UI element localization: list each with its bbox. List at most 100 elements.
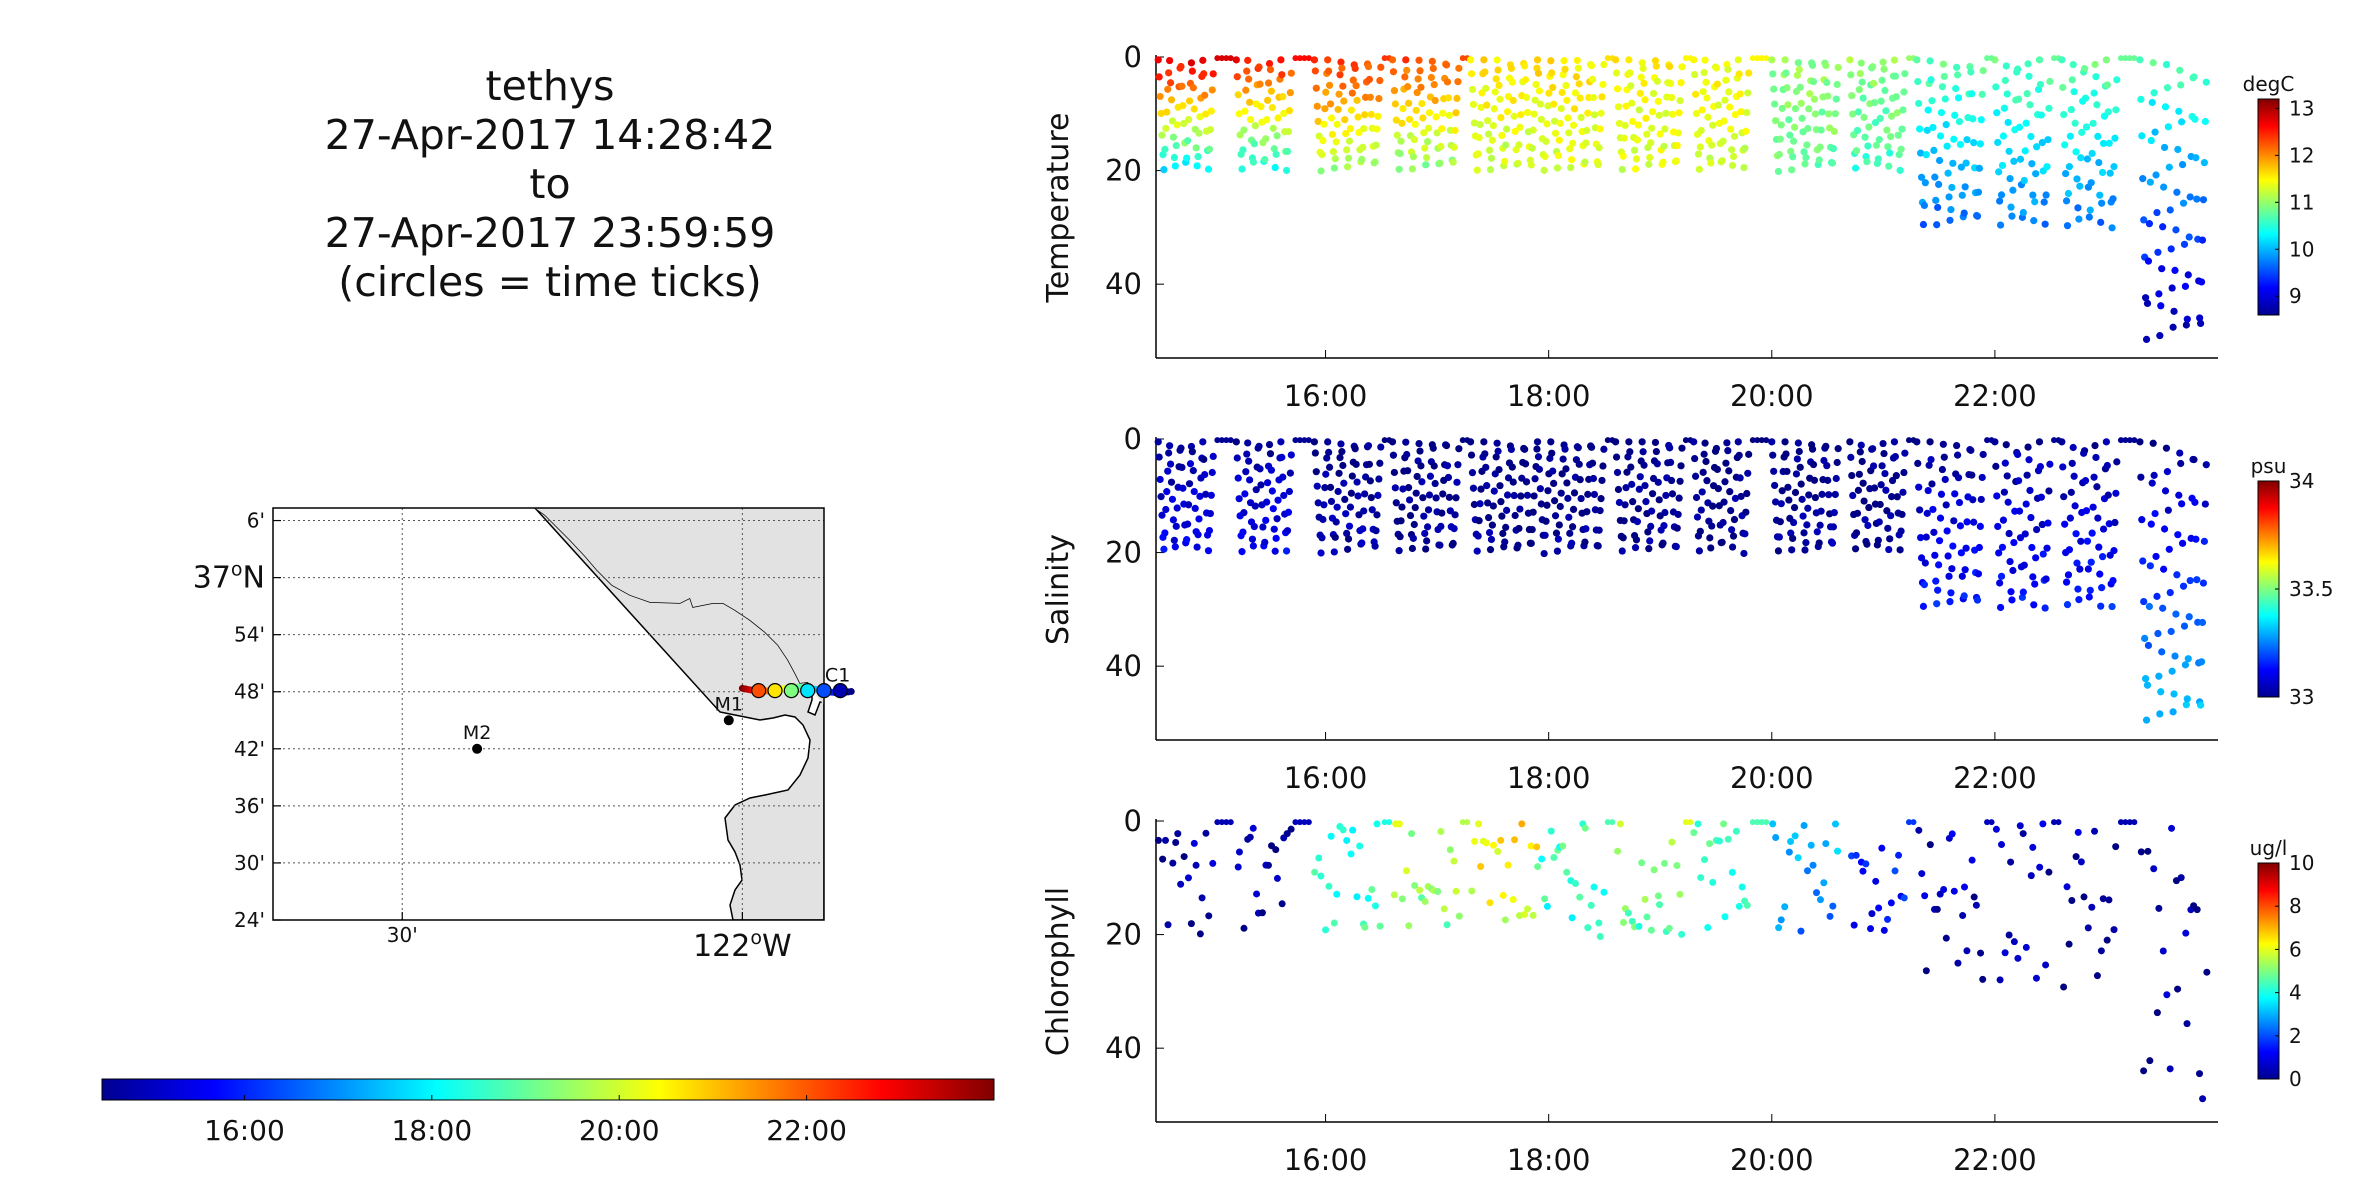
data-point [1552, 529, 1561, 537]
data-point [1781, 56, 1789, 64]
data-point [1409, 153, 1417, 161]
data-point [1535, 465, 1544, 473]
data-point [1917, 173, 1926, 181]
data-point [2043, 544, 2051, 552]
data-point [2071, 119, 2079, 127]
data-point [1406, 511, 1415, 520]
data-point [1330, 548, 1338, 556]
data-point [1811, 110, 1819, 118]
data-point [2167, 245, 2175, 253]
data-point [2041, 604, 2049, 612]
data-point [1543, 501, 1551, 509]
data-point [1488, 521, 1496, 529]
data-point [1616, 820, 1624, 828]
data-point [1214, 437, 1221, 444]
data-point [1511, 511, 1519, 520]
data-point [1928, 97, 1936, 105]
data-point [1395, 820, 1403, 828]
data-point [1775, 924, 1783, 932]
data-point [2126, 55, 2133, 62]
data-point [1590, 883, 1598, 891]
data-point [2040, 198, 2048, 206]
data-point [1241, 490, 1249, 498]
data-point [1948, 830, 1956, 838]
data-point [1495, 81, 1503, 89]
data-point [1618, 547, 1626, 555]
data-point [1177, 444, 1185, 452]
data-point [1511, 127, 1519, 136]
data-point [2093, 101, 2101, 109]
data-point [1266, 450, 1275, 458]
data-point [1803, 521, 1811, 529]
data-point [1978, 90, 1986, 98]
data-point [1485, 146, 1494, 154]
data-point [1244, 56, 1252, 64]
data-point [2182, 929, 2190, 937]
data-point [1638, 859, 1646, 867]
data-point [1855, 86, 1863, 94]
data-point [1967, 446, 1975, 454]
data-point [1412, 489, 1420, 497]
data-point [1420, 129, 1428, 137]
data-point [1172, 142, 1180, 150]
data-point [1242, 468, 1250, 476]
data-point [1271, 547, 1279, 555]
data-point [1921, 892, 1929, 900]
data-point [1504, 861, 1512, 869]
data-point [1265, 440, 1274, 449]
data-point [1186, 460, 1195, 468]
data-point [1869, 462, 1878, 470]
data-point [1789, 153, 1797, 161]
data-point [1196, 930, 1204, 938]
data-point [1437, 522, 1445, 530]
data-point [1648, 490, 1657, 498]
data-point [1673, 141, 1681, 150]
data-point [1158, 511, 1166, 519]
data-point [1950, 135, 1958, 143]
data-point [2066, 514, 2074, 522]
data-point [2174, 531, 2182, 539]
data-point [1321, 484, 1329, 492]
data-point [1996, 603, 2005, 612]
data-point [1808, 445, 1817, 453]
data-point [1568, 539, 1576, 547]
data-point [1744, 89, 1752, 97]
data-point [1489, 121, 1497, 130]
data-point [1550, 117, 1559, 125]
data-point [1667, 458, 1675, 466]
value-colorbar [2257, 98, 2280, 316]
data-point [2099, 895, 2107, 903]
data-point [1296, 55, 1303, 62]
data-point [1251, 502, 1259, 510]
data-point [2032, 170, 2040, 178]
data-point [1718, 538, 1726, 546]
data-point [1243, 67, 1251, 75]
data-point [1218, 437, 1225, 444]
data-point [1501, 916, 1509, 924]
data-point [1916, 125, 1924, 133]
data-point [2089, 503, 2097, 511]
data-point [1450, 525, 1458, 533]
data-point [1155, 453, 1163, 461]
y-tick-label: 20 [1105, 918, 1142, 952]
data-point [1633, 136, 1642, 144]
data-point [1335, 90, 1343, 98]
data-point [1798, 495, 1806, 503]
map-lat-label: 37oN [193, 559, 265, 596]
data-point [1565, 513, 1573, 521]
data-point [1729, 152, 1738, 161]
data-point [1719, 137, 1727, 145]
data-point [1344, 535, 1353, 543]
data-point [1205, 527, 1214, 535]
data-point [1317, 167, 1325, 175]
data-point [1628, 917, 1636, 925]
data-point [1834, 847, 1842, 855]
data-point [1257, 481, 1265, 489]
data-point [1386, 819, 1393, 826]
data-point [1825, 110, 1833, 118]
data-point [1353, 478, 1361, 486]
data-point [1484, 117, 1492, 125]
data-point [1346, 125, 1355, 133]
data-point [1184, 137, 1192, 145]
